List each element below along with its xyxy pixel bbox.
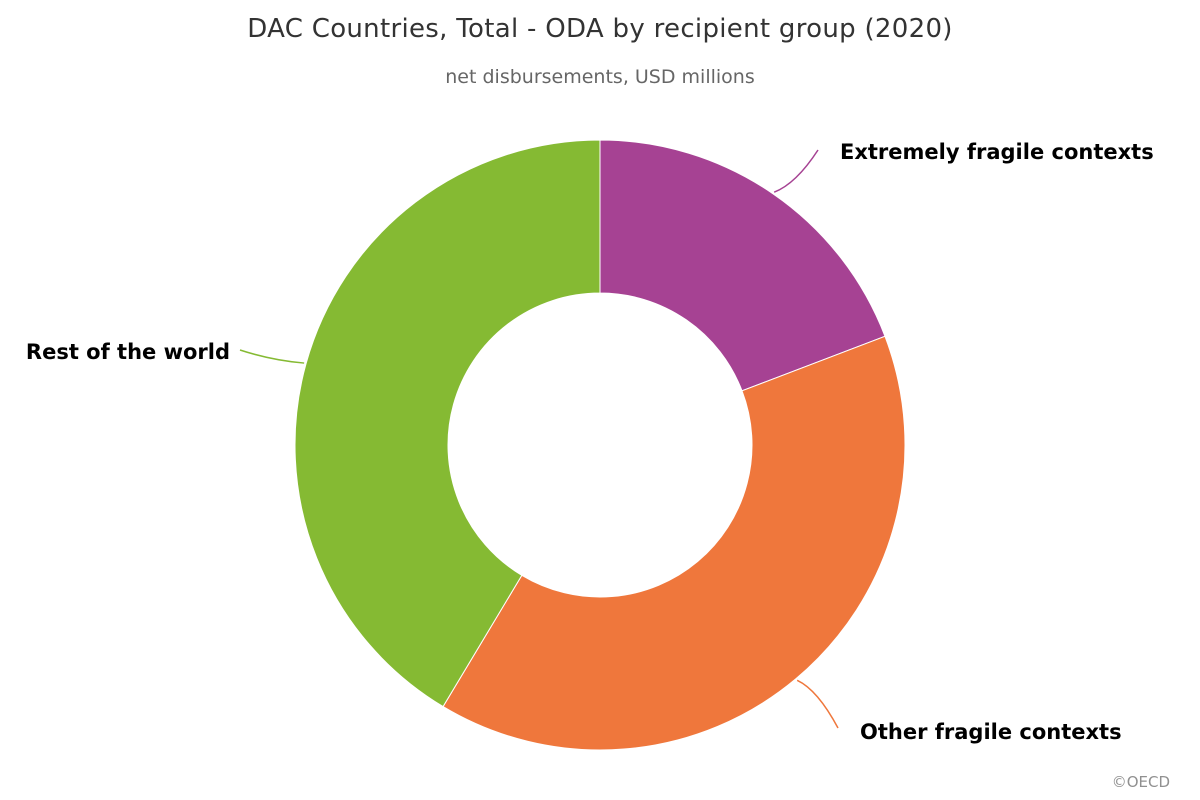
credits: ©OECD xyxy=(1111,773,1170,791)
label-connectors xyxy=(239,149,839,729)
label-rest-of-the-world: Rest of the world xyxy=(26,340,230,364)
label-other-fragile-contexts: Other fragile contexts xyxy=(860,720,1122,744)
donut-slices xyxy=(294,139,906,751)
connector-other-fragile-contexts xyxy=(796,679,839,729)
label-extremely-fragile-contexts: Extremely fragile contexts xyxy=(840,140,1154,164)
chart-subtitle: net disbursements, USD millions xyxy=(445,66,755,88)
connector-extremely-fragile-contexts xyxy=(773,149,819,193)
chart-title: DAC Countries, Total - ODA by recipient … xyxy=(247,14,953,44)
slice-labels: Extremely fragile contexts Other fragile … xyxy=(26,140,1154,744)
slice-rest-of-the-world[interactable] xyxy=(294,139,601,708)
connector-rest-of-the-world xyxy=(239,349,305,364)
slice-other-fragile-contexts[interactable] xyxy=(442,335,906,751)
slice-extremely-fragile-contexts[interactable] xyxy=(599,139,886,392)
